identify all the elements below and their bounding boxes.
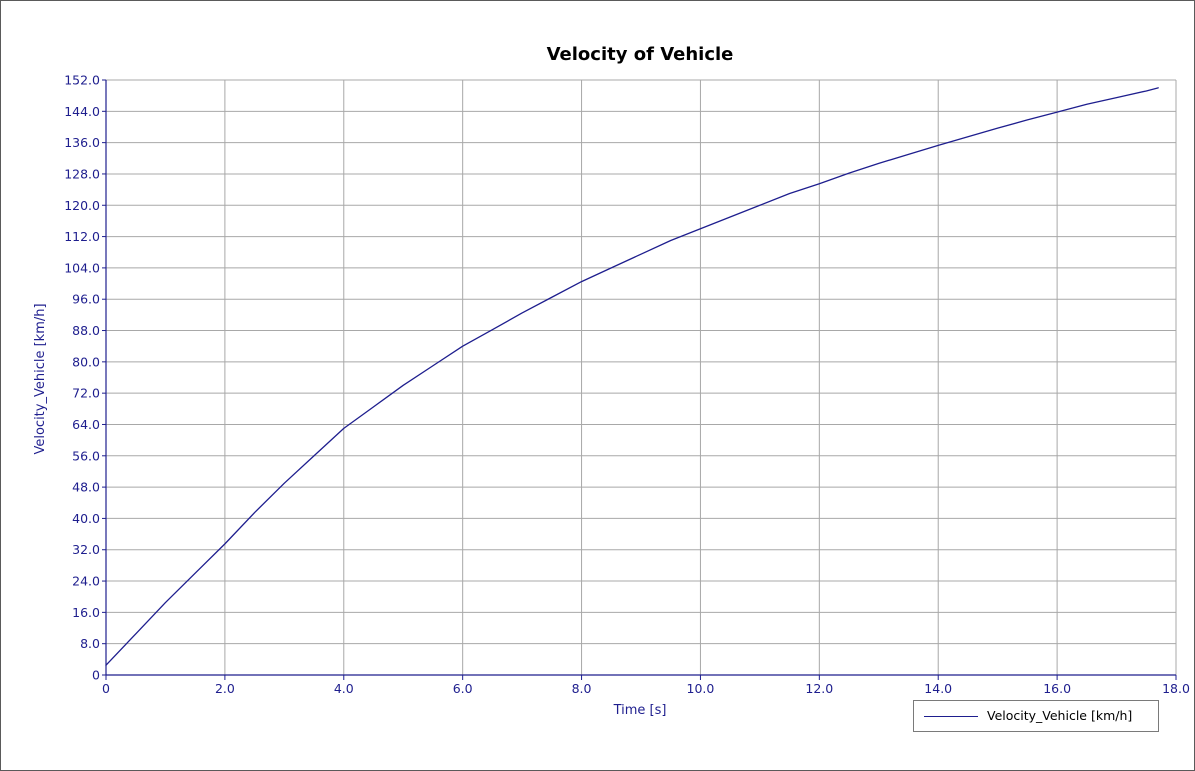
y-tick-label: 128.0 xyxy=(64,166,100,181)
x-tick-label: 4.0 xyxy=(334,681,354,696)
x-axis-label: Time [s] xyxy=(613,703,667,718)
y-tick-labels: 0 8.0 16.0 24.0 32.0 40.0 48.0 56.0 64.0 72.0 80.0… xyxy=(64,73,100,683)
y-tick-label: 24.0 xyxy=(72,574,100,589)
y-tick-label: 152.0 xyxy=(64,73,100,88)
y-tick-label: 32.0 xyxy=(72,542,100,557)
y-tick-label: 56.0 xyxy=(72,448,100,463)
x-tick-label: 6.0 xyxy=(453,681,473,696)
x-tick-label: 10.0 xyxy=(687,681,715,696)
y-tick-label: 0 xyxy=(92,668,100,683)
y-tick-label: 120.0 xyxy=(64,198,100,213)
legend-swatch-line xyxy=(924,716,978,717)
y-tick-label: 48.0 xyxy=(72,480,100,495)
y-tick-label: 96.0 xyxy=(72,292,100,307)
x-tick-label: 18.0 xyxy=(1162,681,1190,696)
y-tick-label: 72.0 xyxy=(72,386,100,401)
y-tick-label: 64.0 xyxy=(72,417,100,432)
x-tick-label: 16.0 xyxy=(1043,681,1071,696)
y-tick-label: 8.0 xyxy=(80,636,100,651)
x-tick-label: 14.0 xyxy=(924,681,952,696)
y-tick-label: 80.0 xyxy=(72,354,100,369)
grid-lines xyxy=(106,79,1177,675)
y-tick-label: 104.0 xyxy=(64,260,100,275)
y-tick-label: 88.0 xyxy=(72,323,100,338)
y-tick-label: 112.0 xyxy=(64,229,100,244)
y-tick-label: 16.0 xyxy=(72,605,100,620)
axes xyxy=(102,79,1177,680)
y-tick-label: 144.0 xyxy=(64,104,100,119)
chart-title: Velocity of Vehicle xyxy=(546,44,734,65)
legend-entry-label: Velocity_Vehicle [km/h] xyxy=(987,708,1133,723)
x-tick-label: 0 xyxy=(102,681,110,696)
x-tick-label: 12.0 xyxy=(805,681,833,696)
y-tick-label: 136.0 xyxy=(64,135,100,150)
x-tick-label: 8.0 xyxy=(572,681,592,696)
series-line-1 xyxy=(105,87,1159,666)
legend: Velocity_Vehicle [km/h] xyxy=(913,700,1159,732)
y-axis-label: Velocity_Vehicle [km/h] xyxy=(33,303,48,454)
x-tick-labels: 0 2.0 4.0 6.0 8.0 10.0 12.0 14.0 16.0 18.0 xyxy=(102,681,1190,696)
x-tick-label: 2.0 xyxy=(215,681,235,696)
series-layer xyxy=(105,87,1159,666)
y-tick-label: 40.0 xyxy=(72,511,100,526)
